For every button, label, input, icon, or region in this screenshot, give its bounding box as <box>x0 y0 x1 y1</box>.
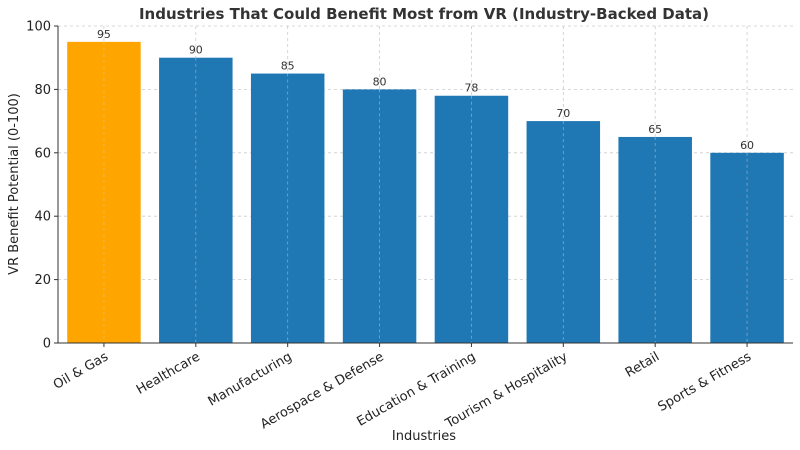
x-tick-label: Healthcare <box>134 349 203 397</box>
y-tick-label: 100 <box>26 20 51 35</box>
data-label: 70 <box>556 107 570 120</box>
bar <box>710 152 784 343</box>
data-label: 90 <box>189 44 203 57</box>
x-tick-label: Retail <box>623 349 662 380</box>
data-label: 95 <box>97 28 111 41</box>
data-label: 80 <box>373 75 387 88</box>
chart-title: Industries That Could Benefit Most from … <box>139 5 709 23</box>
data-label: 65 <box>648 123 662 136</box>
x-tick-label: Sports & Fitness <box>656 349 755 415</box>
x-axis-label: Industries <box>392 429 456 444</box>
y-tick-label: 60 <box>34 146 51 161</box>
data-label: 78 <box>464 82 478 95</box>
x-tick-label: Oil & Gas <box>51 349 111 392</box>
y-tick-label: 40 <box>34 210 51 225</box>
y-tick-label: 20 <box>34 273 51 288</box>
data-label: 60 <box>740 139 754 152</box>
bar <box>159 57 233 343</box>
y-tick-label: 0 <box>43 337 51 352</box>
x-tick-label: Manufacturing <box>206 349 295 409</box>
y-tick-label: 80 <box>34 83 51 98</box>
bar-layer: 95 90 85 80 78 70 65 60 <box>67 28 784 344</box>
y-axis-label: VR Benefit Potential (0-100) <box>7 93 22 275</box>
data-label: 85 <box>281 60 295 73</box>
